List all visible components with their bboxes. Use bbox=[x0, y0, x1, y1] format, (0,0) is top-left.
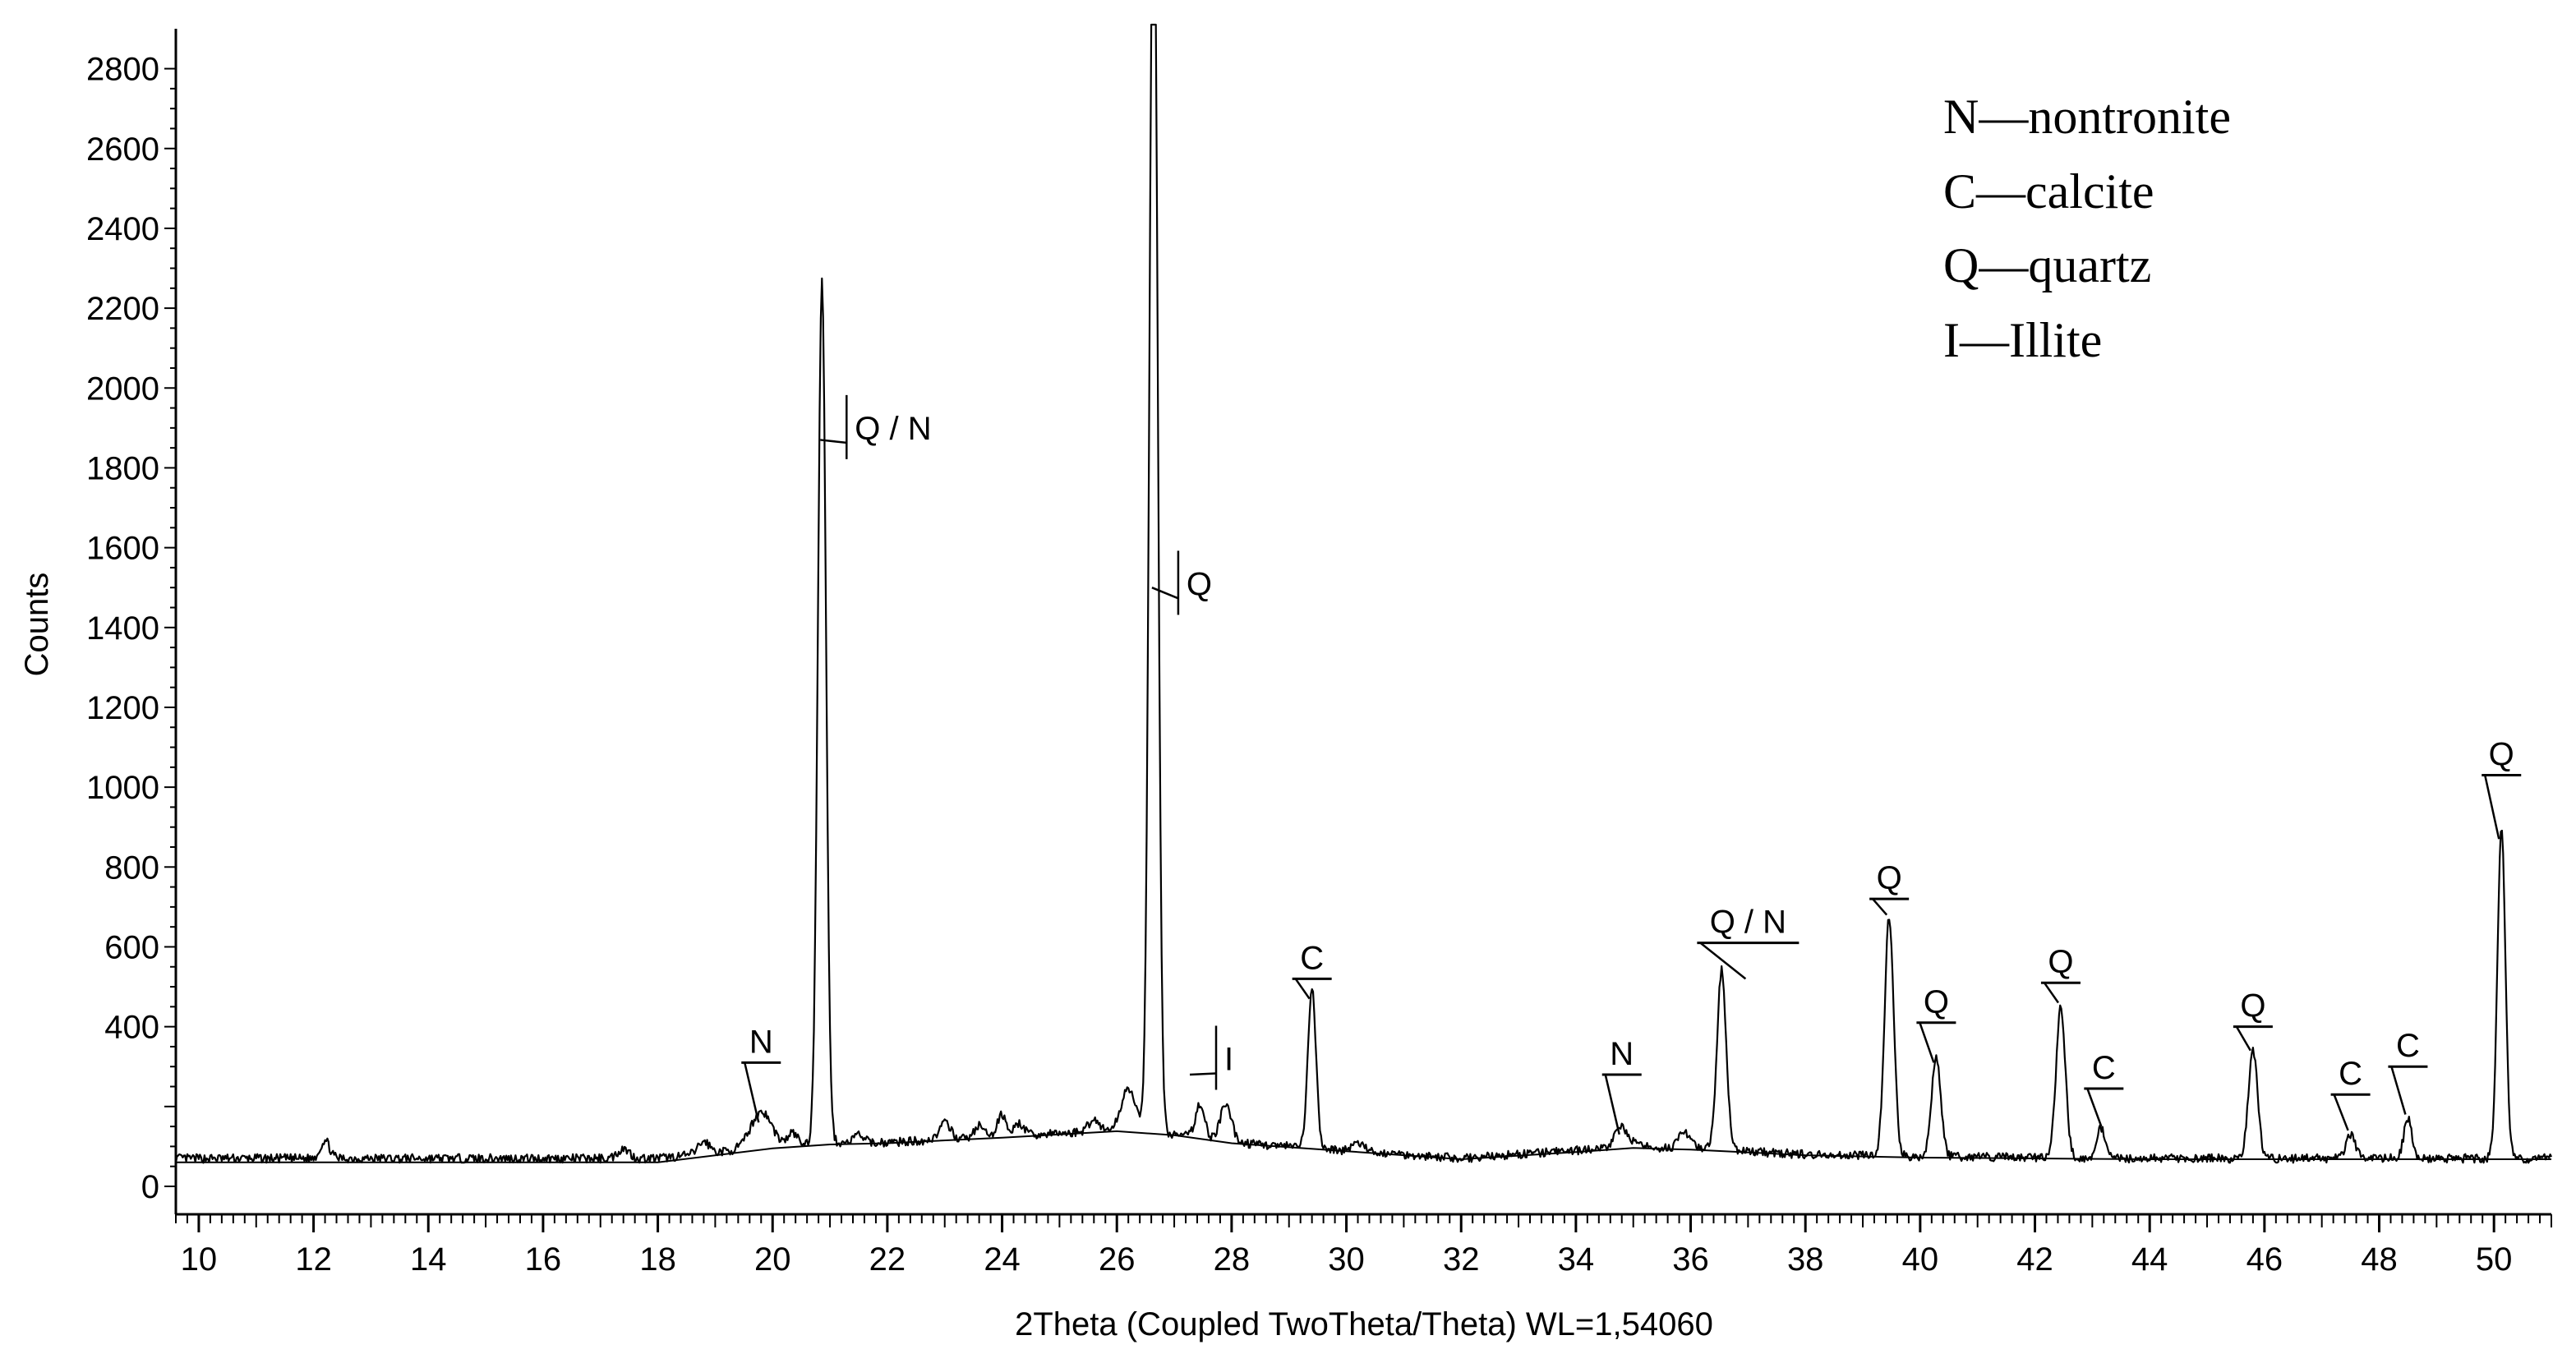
legend-entry-nontronite: N—nontronite bbox=[1943, 90, 2231, 144]
y-tick-label: 2000 bbox=[86, 371, 159, 407]
background-curve bbox=[176, 1130, 2551, 1163]
y-tick-label: 0 bbox=[141, 1169, 159, 1205]
y-tick-label: 400 bbox=[104, 1010, 159, 1046]
y-tick-label: 1800 bbox=[86, 450, 159, 486]
peak-label: Q bbox=[2240, 988, 2265, 1025]
x-tick-label: 28 bbox=[1214, 1241, 1251, 1278]
x-axis-title: 2Theta (Coupled TwoTheta/Theta) WL=1,540… bbox=[1015, 1306, 1713, 1342]
x-tick-label: 48 bbox=[2361, 1241, 2398, 1278]
peak-label: N bbox=[1610, 1036, 1634, 1072]
peak-label: N bbox=[749, 1024, 773, 1060]
y-tick-label: 2800 bbox=[86, 52, 159, 88]
peak-label: C bbox=[2339, 1056, 2362, 1092]
x-tick-label: 38 bbox=[1787, 1241, 1824, 1278]
y-tick-label: 2200 bbox=[86, 291, 159, 327]
y-axis-title: Counts bbox=[19, 573, 55, 677]
y-tick-label: 1400 bbox=[86, 610, 159, 647]
peak-leader-line bbox=[744, 1062, 760, 1123]
x-tick-label: 22 bbox=[869, 1241, 906, 1278]
x-tick-label: 42 bbox=[2016, 1241, 2053, 1278]
peak-leader-line bbox=[2086, 1088, 2103, 1127]
peak-label: I bbox=[1224, 1042, 1233, 1078]
x-tick-label: 30 bbox=[1328, 1241, 1365, 1278]
legend-entry-quartz: Q—quartz bbox=[1943, 238, 2151, 292]
peak-label: C bbox=[1300, 940, 1324, 976]
y-tick-label: 600 bbox=[104, 929, 159, 965]
x-tick-label: 46 bbox=[2247, 1241, 2283, 1278]
diffraction-pattern-line bbox=[174, 23, 2552, 1164]
x-tick-label: 32 bbox=[1443, 1241, 1480, 1278]
peak-label: C bbox=[2396, 1028, 2420, 1064]
y-tick-label: 2400 bbox=[86, 211, 159, 247]
x-tick-label: 14 bbox=[410, 1241, 447, 1278]
peak-leader-line bbox=[820, 439, 847, 444]
peak-label: C bbox=[2092, 1050, 2116, 1086]
x-tick-label: 50 bbox=[2476, 1241, 2513, 1278]
peak-leader-line bbox=[1872, 898, 1888, 916]
y-tick-label: 1000 bbox=[86, 770, 159, 806]
peak-leader-line bbox=[2484, 775, 2500, 840]
x-tick-label: 24 bbox=[984, 1241, 1021, 1278]
peak-label: Q bbox=[2489, 737, 2514, 773]
peak-leader-line bbox=[1604, 1074, 1620, 1135]
legend-entry-illite: I—Illite bbox=[1943, 313, 2102, 367]
peak-label: Q bbox=[1877, 860, 1902, 896]
y-tick-label: 1600 bbox=[86, 531, 159, 567]
peak-leader-line bbox=[2043, 982, 2059, 1004]
peak-leader-line bbox=[2390, 1066, 2407, 1115]
legend-entry-calcite: C—calcite bbox=[1943, 164, 2154, 219]
x-tick-label: 44 bbox=[2131, 1241, 2168, 1278]
y-tick-label: 1200 bbox=[86, 690, 159, 726]
peak-leader-line bbox=[2235, 1026, 2251, 1052]
x-tick-label: 16 bbox=[525, 1241, 562, 1278]
x-tick-label: 26 bbox=[1099, 1241, 1136, 1278]
peak-leader-line bbox=[1294, 978, 1311, 1000]
x-tick-label: 20 bbox=[754, 1241, 791, 1278]
series-group bbox=[174, 23, 2552, 1164]
peak-label: Q bbox=[1187, 566, 1212, 602]
x-tick-label: 36 bbox=[1672, 1241, 1709, 1278]
peak-leader-line bbox=[1699, 942, 1747, 980]
legend: N—nontronite C—calcite Q—quartz I—Illite bbox=[1943, 90, 2231, 367]
x-tick-label: 18 bbox=[639, 1241, 676, 1278]
peak-leader-line bbox=[2333, 1094, 2349, 1131]
peak-leader-line bbox=[1919, 1022, 1935, 1063]
x-tick-label: 34 bbox=[1558, 1241, 1595, 1278]
peak-label: Q bbox=[1924, 984, 1949, 1020]
x-tick-label: 10 bbox=[181, 1241, 218, 1278]
x-tick-label: 40 bbox=[1902, 1241, 1939, 1278]
peak-leader-line bbox=[1189, 1072, 1217, 1076]
y-tick-label: 2600 bbox=[86, 131, 159, 168]
peak-leader-line bbox=[1151, 587, 1179, 600]
peak-label: Q / N bbox=[1710, 905, 1786, 941]
y-tick-label: 800 bbox=[104, 850, 159, 886]
peak-label: Q bbox=[2048, 944, 2073, 980]
x-tick-label: 12 bbox=[295, 1241, 332, 1278]
axes: 10 12 14 16 18 20 22 24 26 28 30 32 34 36 38 40 42 44 46 48… bbox=[86, 29, 2552, 1278]
peak-label: Q / N bbox=[855, 411, 931, 447]
